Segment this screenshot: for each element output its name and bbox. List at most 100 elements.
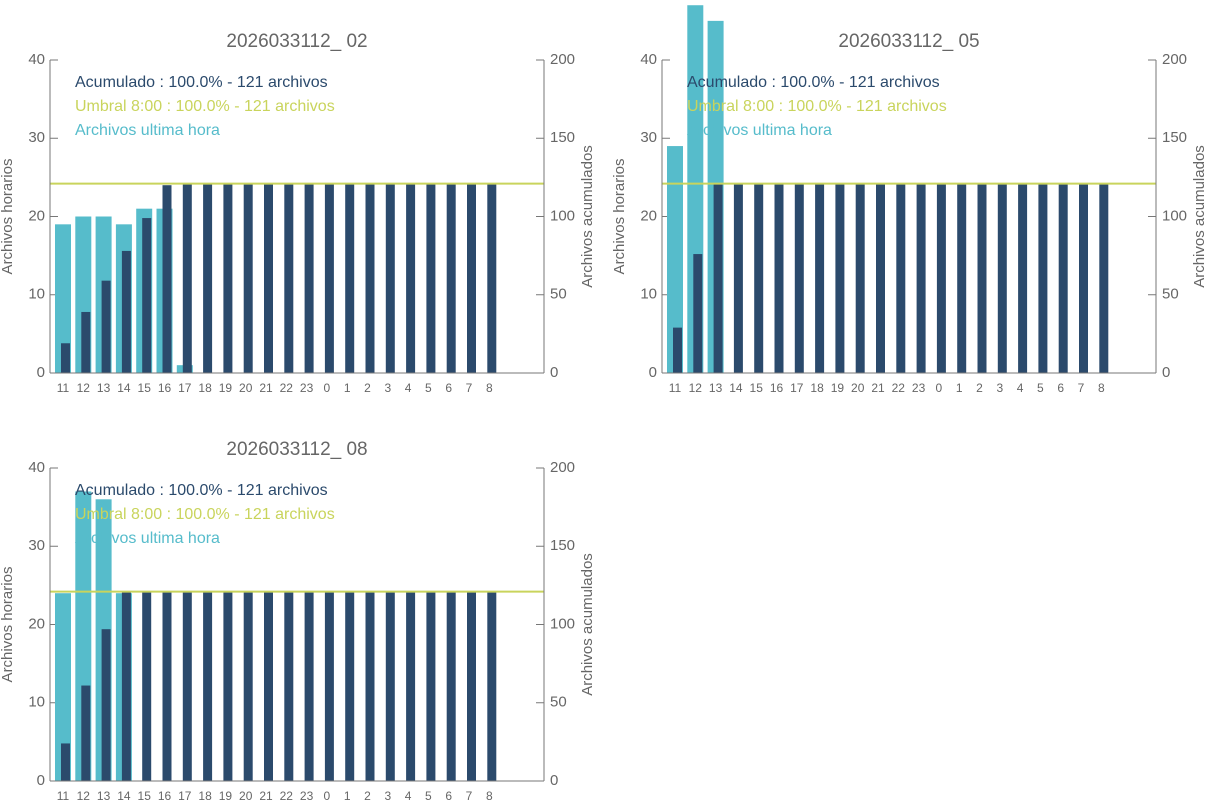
cumulative-bar	[446, 591, 456, 781]
x-tick-label: 14	[117, 381, 131, 395]
x-tick-label: 7	[1078, 381, 1085, 395]
cumulative-bar	[385, 591, 395, 781]
x-tick-label: 8	[486, 789, 493, 803]
x-tick-label: 12	[77, 381, 91, 395]
x-tick-label: 3	[996, 381, 1003, 395]
cumulative-bar	[815, 183, 825, 373]
y2-tick-label: 0	[550, 364, 558, 381]
chart-title: 2026033112_ 08	[226, 439, 367, 460]
cumulative-bar	[365, 183, 375, 373]
y-tick-label: 20	[28, 207, 45, 224]
x-tick-label: 0	[324, 789, 331, 803]
x-tick-label: 17	[790, 381, 804, 395]
x-tick-label: 21	[259, 789, 273, 803]
x-tick-label: 16	[770, 381, 784, 395]
legend-entry: Umbral 8:00 : 100.0% - 121 archivos	[75, 506, 335, 523]
cumulative-bar	[406, 183, 416, 373]
legend-entry: Acumulado : 100.0% - 121 archivos	[687, 74, 940, 91]
x-tick-label: 8	[486, 381, 493, 395]
x-tick-label: 23	[912, 381, 926, 395]
x-tick-label: 22	[892, 381, 906, 395]
y2-tick-label: 150	[1162, 129, 1187, 146]
y2-tick-label: 50	[550, 694, 567, 711]
y2-tick-label: 200	[1162, 51, 1187, 68]
y2-tick-label: 100	[550, 207, 575, 224]
x-tick-label: 22	[280, 789, 294, 803]
x-tick-label: 12	[77, 789, 91, 803]
y-tick-label: 20	[640, 207, 657, 224]
hourly-bar	[55, 224, 71, 373]
cumulative-bar	[81, 311, 91, 373]
x-tick-label: 19	[831, 381, 845, 395]
y-tick-label: 0	[649, 364, 657, 381]
y2-tick-label: 100	[1162, 207, 1187, 224]
x-tick-label: 17	[178, 381, 192, 395]
x-tick-label: 23	[300, 381, 314, 395]
y2-tick-label: 200	[550, 459, 575, 476]
cumulative-bar	[876, 183, 885, 373]
chart-title: 2026033112_ 02	[226, 31, 367, 52]
cumulative-bar	[774, 183, 784, 373]
cumulative-bar	[203, 591, 213, 781]
y2-axis-label: Archivos acumulados	[579, 553, 596, 696]
x-tick-label: 1	[344, 381, 351, 395]
y2-tick-label: 100	[550, 615, 575, 632]
x-tick-label: 8	[1098, 381, 1105, 395]
cumulative-bar	[142, 591, 152, 781]
cumulative-bar	[304, 183, 314, 373]
x-tick-label: 19	[219, 381, 233, 395]
x-tick-label: 2	[976, 381, 983, 395]
legend-entry: Archivos ultima hora	[75, 122, 220, 139]
legend-entry: Acumulado : 100.0% - 121 archivos	[75, 74, 328, 91]
cumulative-bar	[203, 183, 213, 373]
x-tick-label: 11	[57, 381, 70, 395]
hourly-bar	[667, 146, 683, 373]
cumulative-bar	[61, 343, 70, 373]
cumulative-bar	[345, 591, 355, 781]
x-tick-label: 12	[689, 381, 703, 395]
cumulative-bar	[794, 183, 804, 373]
y2-tick-label: 50	[1162, 286, 1179, 303]
cumulative-bar	[284, 591, 294, 781]
x-tick-label: 3	[384, 789, 391, 803]
x-tick-label: 22	[280, 381, 294, 395]
x-tick-label: 2	[364, 381, 371, 395]
legend-entry: Umbral 8:00 : 100.0% - 121 archivos	[75, 98, 335, 115]
cumulative-bar	[284, 183, 294, 373]
x-tick-label: 13	[709, 381, 723, 395]
x-tick-label: 6	[1057, 381, 1064, 395]
x-tick-label: 11	[669, 381, 682, 395]
y-tick-label: 0	[37, 772, 45, 789]
y-axis-label: Archivos horarios	[611, 159, 628, 275]
cumulative-bar	[446, 183, 456, 373]
x-tick-label: 15	[138, 789, 152, 803]
cumulative-bar	[1018, 183, 1028, 373]
x-tick-label: 7	[466, 381, 473, 395]
x-tick-label: 6	[445, 789, 452, 803]
y2-tick-label: 0	[550, 772, 558, 789]
cumulative-bar	[835, 183, 845, 373]
x-tick-label: 16	[158, 381, 172, 395]
x-tick-label: 0	[936, 381, 943, 395]
x-tick-label: 5	[425, 789, 432, 803]
x-tick-label: 2	[364, 789, 371, 803]
y-tick-label: 10	[28, 286, 45, 303]
cumulative-bar	[733, 183, 743, 373]
x-tick-label: 20	[239, 381, 253, 395]
x-tick-label: 21	[871, 381, 885, 395]
y2-tick-label: 150	[550, 537, 575, 554]
cumulative-bar	[243, 183, 253, 373]
x-tick-label: 23	[300, 789, 314, 803]
cumulative-bar	[713, 183, 723, 373]
x-tick-label: 14	[117, 789, 131, 803]
cumulative-bar	[997, 183, 1007, 373]
cumulative-bar	[467, 183, 476, 373]
y-tick-label: 30	[640, 129, 657, 146]
cumulative-bar	[673, 327, 682, 373]
x-tick-label: 4	[405, 789, 412, 803]
y2-tick-label: 200	[550, 51, 575, 68]
chart-title: 2026033112_ 05	[838, 31, 979, 52]
cumulative-bar	[957, 183, 967, 373]
y-tick-label: 40	[640, 51, 657, 68]
